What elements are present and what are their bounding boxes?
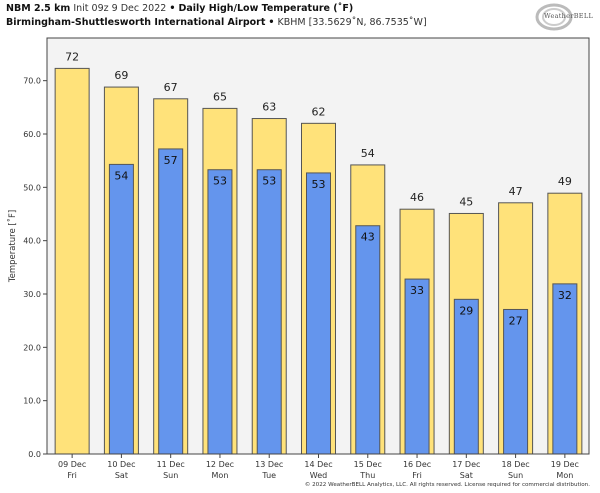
x-tick-date: 11 Dec	[157, 460, 185, 469]
low-value-label: 33	[410, 284, 424, 297]
high-value-label: 65	[213, 90, 227, 103]
separator: •	[268, 17, 275, 28]
y-tick-label: 50.0	[23, 183, 41, 192]
low-value-label: 29	[459, 304, 473, 317]
x-tick-day: Mon	[212, 471, 229, 480]
x-tick-date: 19 Dec	[551, 460, 579, 469]
low-bar	[306, 172, 331, 455]
x-tick-date: 17 Dec	[452, 460, 480, 469]
high-value-label: 46	[410, 191, 424, 204]
x-tick-day: Sun	[508, 471, 523, 480]
y-tick-label: 40.0	[23, 237, 41, 246]
y-tick-label: 30.0	[23, 290, 41, 299]
low-bar	[108, 163, 134, 455]
plot-frame	[46, 37, 590, 455]
low-bar	[256, 169, 282, 455]
high-value-label: 69	[114, 69, 128, 82]
low-value-label: 53	[213, 175, 227, 188]
y-tick-label: 10.0	[23, 397, 41, 406]
y-axis-label: Temperature [˚F]	[7, 210, 18, 283]
x-axis: 09 Dec Fri 10 Dec Sat 11 Dec Sun 12 Dec Mon 13 D…	[58, 454, 579, 480]
high-value-label: 45	[459, 195, 473, 208]
high-value-label: 49	[558, 175, 572, 188]
x-tick-date: 18 Dec	[501, 460, 529, 469]
weatherbell-logo-icon	[535, 3, 573, 31]
high-value-label: 63	[262, 101, 276, 114]
y-tick-label: 70.0	[23, 77, 41, 86]
low-value-label: 57	[164, 154, 178, 167]
low-bar	[207, 169, 233, 455]
x-tick-day: Fri	[412, 471, 422, 480]
low-bar	[552, 283, 578, 455]
high-value-label: 67	[164, 81, 178, 94]
low-bar	[503, 308, 529, 455]
x-tick-day: Sun	[163, 471, 178, 480]
low-bar	[158, 148, 184, 455]
product-name: Daily High/Low Temperature (˚F)	[178, 3, 354, 14]
chart-title-line2: Birmingham-Shuttlesworth International A…	[6, 17, 427, 28]
x-tick-day: Sat	[460, 471, 473, 480]
low-value-label: 53	[312, 178, 326, 191]
low-value-label: 54	[114, 169, 128, 182]
x-tick-day: Sat	[115, 471, 128, 480]
x-tick-date: 13 Dec	[255, 460, 283, 469]
x-tick-date: 15 Dec	[354, 460, 382, 469]
y-tick-label: 60.0	[23, 130, 41, 139]
x-tick-day: Fri	[67, 471, 77, 480]
low-value-label: 27	[509, 314, 523, 327]
copyright-notice: © 2022 WeatherBELL Analytics, LLC. All r…	[304, 482, 590, 488]
bars: 72 69 54 67 57 65 53 63 53 62 53 54 43 46 33 45 29 47 27 49…	[54, 50, 583, 455]
high-value-label: 54	[361, 147, 375, 160]
high-value-label: 72	[65, 50, 79, 63]
logo-text: WeatherBELL	[544, 12, 594, 20]
low-bar	[453, 298, 479, 455]
x-tick-date: 10 Dec	[107, 460, 135, 469]
x-tick-day: Wed	[310, 471, 327, 480]
low-value-label: 53	[262, 175, 276, 188]
x-tick-date: 14 Dec	[304, 460, 332, 469]
x-tick-day: Mon	[556, 471, 573, 480]
station-info: KBHM [33.5629˚N, 86.7535˚W]	[277, 17, 427, 28]
y-tick-label: 0.0	[28, 450, 41, 459]
model-name: NBM 2.5 km	[6, 3, 71, 14]
x-tick-date: 12 Dec	[206, 460, 234, 469]
low-bar	[355, 225, 381, 455]
location-name: Birmingham-Shuttlesworth International A…	[6, 17, 266, 28]
y-axis: 0.0 10.0 20.0 30.0 40.0 50.0 60.0 70.0	[23, 77, 47, 459]
separator: •	[169, 3, 176, 14]
init-time: Init 09z 9 Dec 2022	[73, 3, 167, 14]
x-tick-day: Thu	[359, 471, 375, 480]
x-tick-day: Tue	[261, 471, 276, 480]
y-tick-label: 20.0	[23, 343, 41, 352]
x-tick-date: 09 Dec	[58, 460, 86, 469]
chart-title-line1: NBM 2.5 km Init 09z 9 Dec 2022 • Daily H…	[6, 3, 353, 14]
low-value-label: 43	[361, 231, 375, 244]
low-value-label: 32	[558, 289, 572, 302]
high-value-label: 47	[509, 185, 523, 198]
x-tick-date: 16 Dec	[403, 460, 431, 469]
low-bar	[404, 278, 430, 455]
high-bar	[54, 67, 90, 455]
high-value-label: 62	[312, 105, 326, 118]
